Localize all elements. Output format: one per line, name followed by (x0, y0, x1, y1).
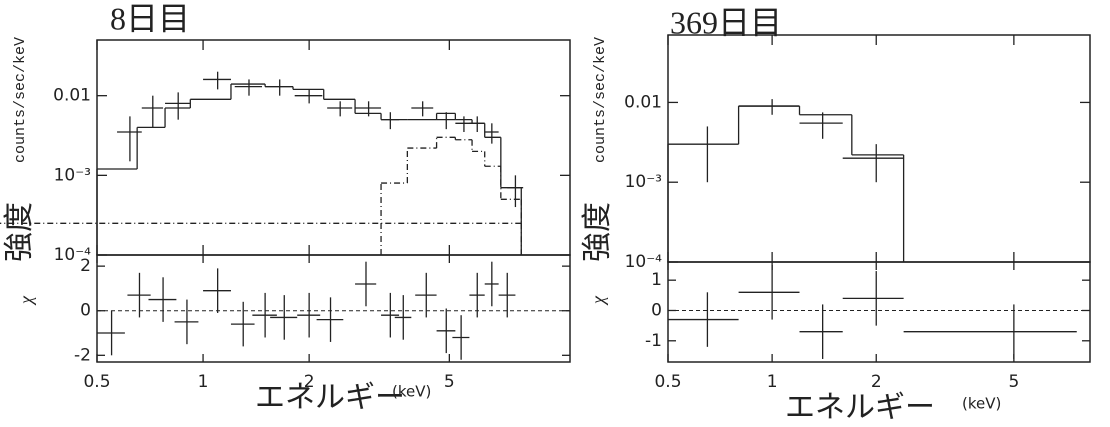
y-tick-label: 10⁻⁴ (625, 252, 663, 272)
x-axis-unit: (keV) (392, 383, 431, 401)
x-axis-label: エネルギー (255, 381, 405, 414)
x-axis-unit: (keV) (962, 395, 1001, 413)
x-tick-label: 1 (767, 372, 778, 392)
y-axis-label: counts/sec/keV (592, 37, 609, 163)
x-tick-label: 2 (871, 372, 882, 392)
residual-tick-label: 0 (80, 301, 91, 321)
y-tick-label: 0.01 (53, 86, 91, 106)
residual-label: χ (16, 295, 36, 306)
residual-label: χ (588, 295, 608, 306)
residual-tick-label: -1 (645, 331, 662, 351)
y-tick-label: 0.01 (624, 92, 662, 112)
residual-tick-label: 0 (651, 300, 662, 320)
residual-frame (667, 261, 1091, 363)
x-tick-label: 2 (304, 372, 315, 392)
y-tick-label: 10⁻⁴ (54, 245, 92, 265)
residual-tick-label: 2 (80, 256, 91, 276)
y-axis-label: counts/sec/keV (12, 37, 29, 163)
y-axis-label-jp: 強度 (581, 202, 614, 262)
panel-title: 8日目 (110, 0, 190, 36)
residual-tick-label: -2 (74, 345, 91, 365)
y-tick-label: 10⁻³ (54, 165, 91, 185)
panel: 8日目 counts/sec/keV 強度 χ エネルギー(keV) 0.5 1 2 5 0.01… (0, 0, 571, 414)
x-tick-label: 0.5 (83, 372, 110, 392)
y-tick-label: 10⁻³ (625, 172, 662, 192)
panel-title: 369日目 (670, 4, 782, 40)
x-axis-label: エネルギー (785, 391, 935, 424)
x-tick-label: 0.5 (654, 372, 681, 392)
x-tick-label: 5 (1008, 372, 1019, 392)
residual-frame (96, 254, 571, 363)
panel: 369日目 counts/sec/keV 強度 χ エネルギー (keV) 0.5 1 2 5 0.… (581, 4, 1091, 424)
y-axis-label-jp: 強度 (3, 202, 36, 262)
residual-tick-label: 1 (651, 270, 662, 290)
x-tick-label: 5 (444, 372, 455, 392)
plot-frame (667, 34, 1091, 263)
x-tick-label: 1 (198, 372, 209, 392)
